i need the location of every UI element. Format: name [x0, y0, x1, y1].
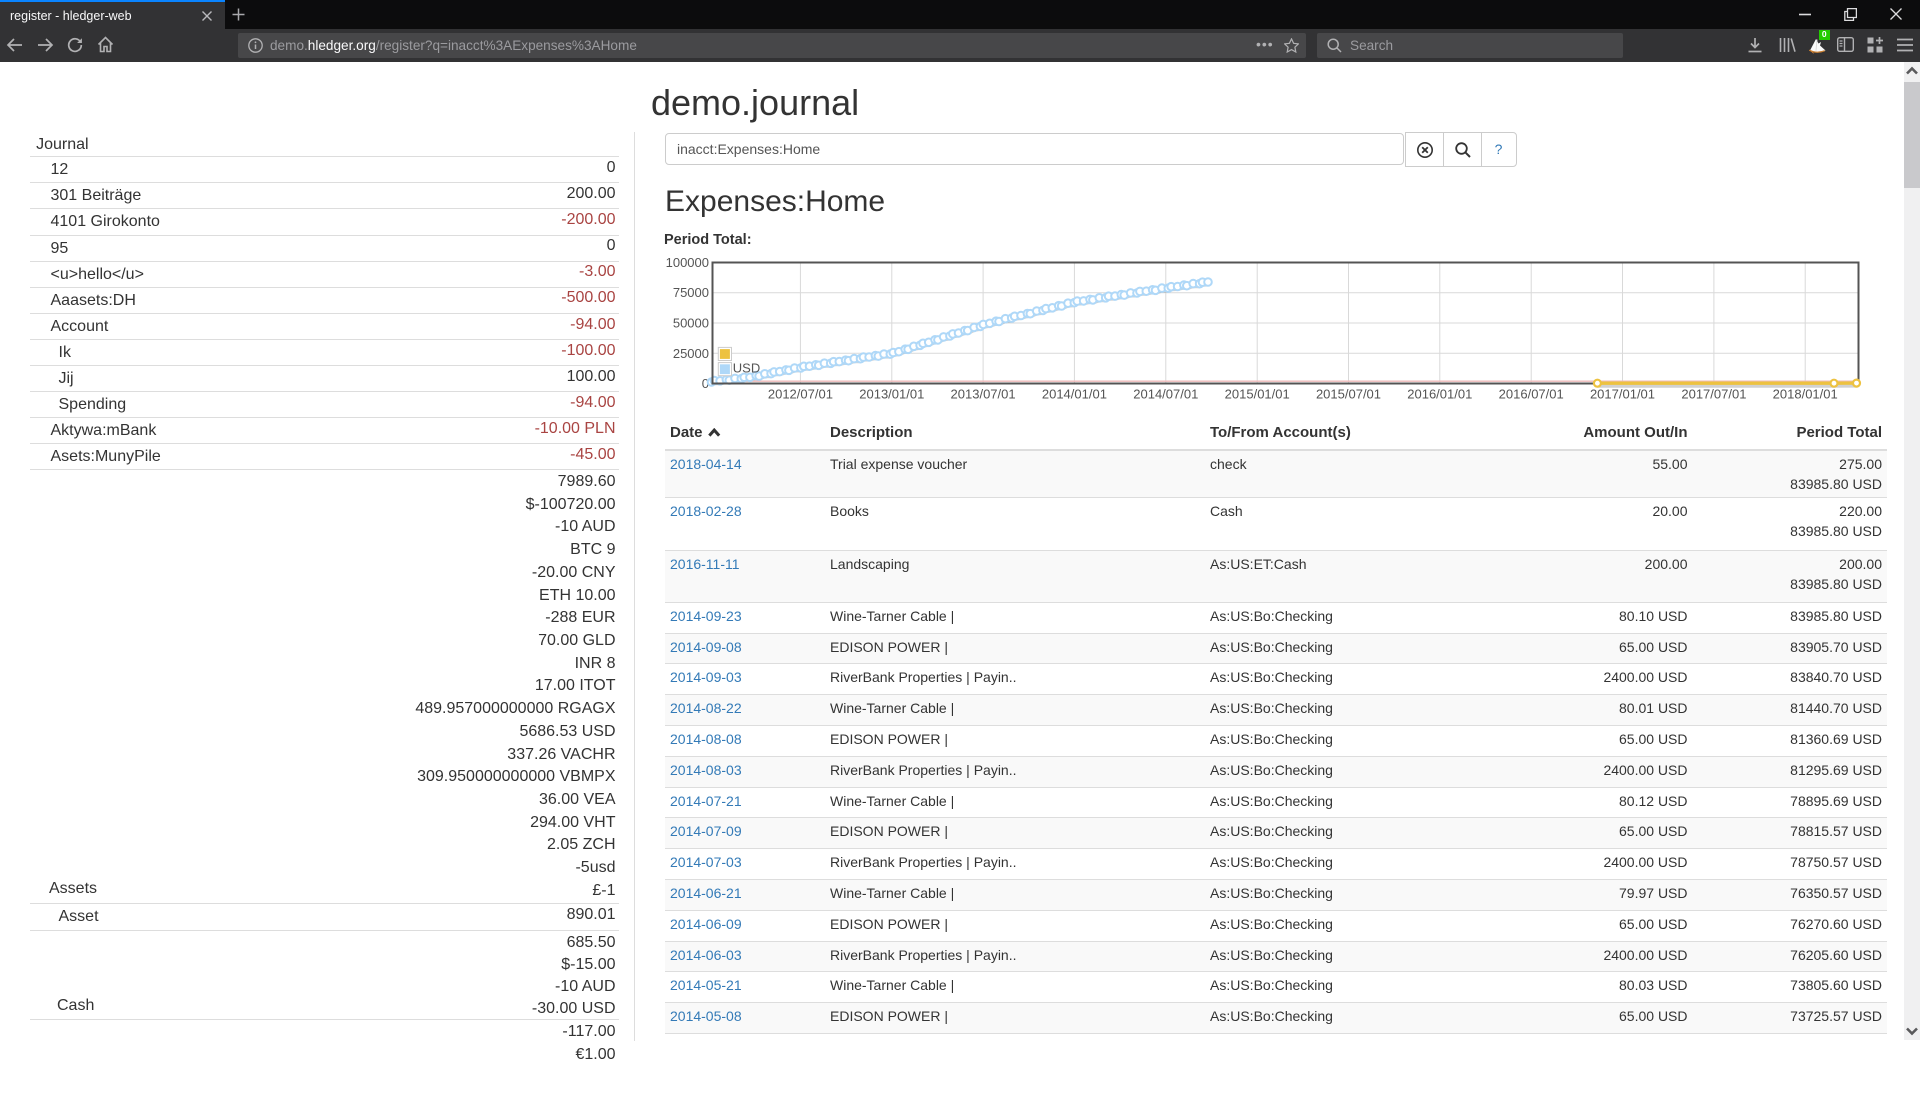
svg-text:100000: 100000 — [666, 255, 709, 270]
svg-text:25000: 25000 — [673, 346, 709, 361]
svg-text:2016/01/01: 2016/01/01 — [1407, 387, 1472, 402]
svg-text:2017/01/01: 2017/01/01 — [1590, 387, 1655, 402]
svg-text:2016/07/01: 2016/07/01 — [1499, 387, 1564, 402]
svg-text:2013/07/01: 2013/07/01 — [951, 387, 1016, 402]
svg-text:2014/01/01: 2014/01/01 — [1042, 387, 1107, 402]
svg-text:USD: USD — [733, 361, 760, 376]
svg-text:2012/07/01: 2012/07/01 — [768, 387, 833, 402]
svg-text:0: 0 — [702, 376, 709, 391]
svg-text:2013/01/01: 2013/01/01 — [859, 387, 924, 402]
svg-text:2017/07/01: 2017/07/01 — [1681, 387, 1746, 402]
svg-text:2015/01/01: 2015/01/01 — [1225, 387, 1290, 402]
svg-text:2015/07/01: 2015/07/01 — [1316, 387, 1381, 402]
svg-text:2014/07/01: 2014/07/01 — [1133, 387, 1198, 402]
svg-text:2018/01/01: 2018/01/01 — [1773, 387, 1838, 402]
svg-text:75000: 75000 — [673, 285, 709, 300]
svg-text:50000: 50000 — [673, 316, 709, 331]
